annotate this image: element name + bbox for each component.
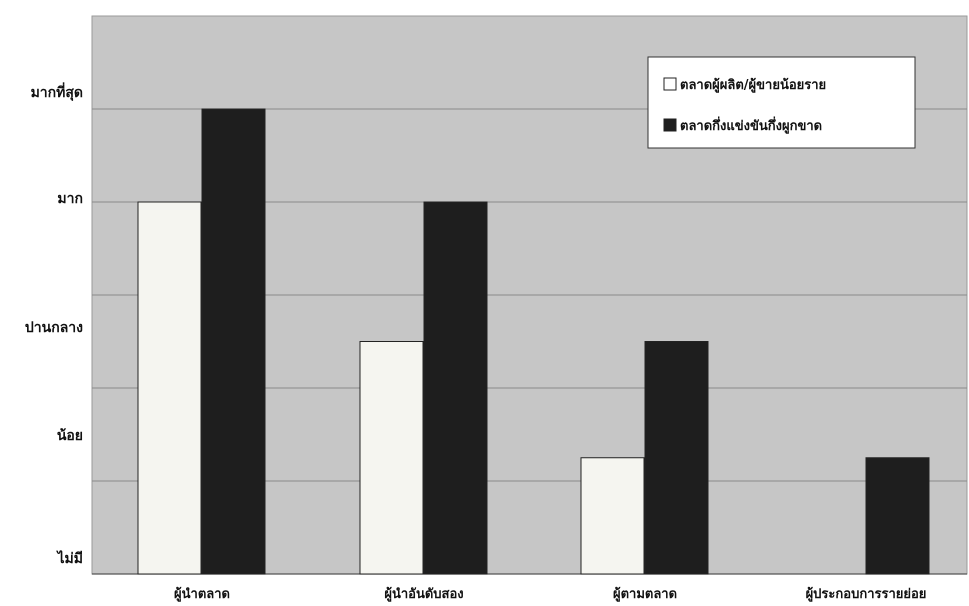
bar-series-2-1 — [201, 108, 266, 575]
legend-swatch-series-1 — [663, 77, 677, 91]
y-tick-label: ไม่มี — [56, 549, 84, 567]
legend-swatch-series-2 — [663, 118, 677, 132]
y-tick-label: ปานกลาง — [25, 320, 83, 336]
bars — [137, 108, 930, 575]
y-tick-label: มาก — [57, 191, 83, 207]
x-category-label: ผู้นำอันดับสอง — [384, 586, 463, 602]
x-category-label: ผู้ตามตลาด — [613, 586, 677, 602]
bar-series-2-4 — [865, 457, 930, 575]
y-tick-label: น้อย — [57, 428, 83, 444]
legend-label-series-1: ตลาดผู้ผลิต/ผู้ขายน้อยราย — [680, 77, 826, 93]
bar-series-1-2 — [359, 341, 424, 575]
bar-series-1-1 — [137, 201, 202, 575]
bar-series-2-2 — [423, 201, 488, 575]
legend-label-series-2: ตลาดกึ่งแข่งขันกึ่งผูกขาด — [680, 116, 822, 134]
bar-series-1-3 — [580, 457, 645, 575]
bar-series-2-3 — [644, 341, 709, 575]
legend: ตลาดผู้ผลิต/ผู้ขายน้อยราย ตลาดกึ่งแข่งขั… — [647, 56, 916, 149]
x-category-label: ผู้ประกอบการรายย่อย — [806, 586, 927, 602]
x-axis-category-labels: ผู้นำตลาด ผู้นำอันดับสอง ผู้ตามตลาด ผู้ป… — [174, 586, 926, 602]
legend-box — [647, 56, 916, 149]
x-category-label: ผู้นำตลาด — [174, 586, 230, 602]
y-axis-tick-labels: ไม่มี น้อย ปานกลาง มาก มากที่สุด — [25, 82, 83, 567]
y-tick-label: มากที่สุด — [31, 82, 83, 101]
